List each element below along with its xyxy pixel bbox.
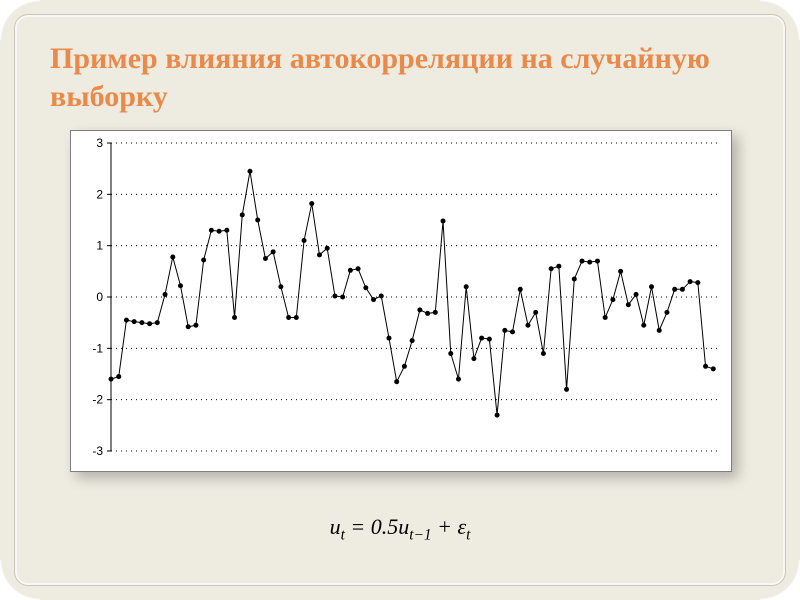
series-marker [433,310,438,315]
series-marker [379,293,384,298]
ytick-label: 0 [96,290,103,304]
series-marker [325,246,330,251]
corner-decoration [760,0,800,40]
ytick-label: 2 [96,187,103,201]
series-marker [386,336,391,341]
series-marker [672,287,677,292]
series-marker [402,364,407,369]
series-marker [363,285,368,290]
series-marker [664,310,669,315]
series-marker [456,377,461,382]
series-marker [193,323,198,328]
series-marker [541,351,546,356]
series-marker [224,228,229,233]
series-marker [232,315,237,320]
series-marker [657,328,662,333]
series-marker [711,366,716,371]
series-marker [348,268,353,273]
series-marker [510,329,515,334]
series-marker [217,229,222,234]
series-marker [286,315,291,320]
series-marker [317,252,322,257]
ytick-label: 3 [96,136,103,150]
series-marker [294,315,299,320]
series-marker [209,228,214,233]
series-marker [271,249,276,254]
slide-title: Пример влияния автокорреляции на случайн… [50,40,750,115]
chart-svg: -3 -2 -1 0 1 2 3 [71,131,731,471]
series-marker [641,323,646,328]
series-marker [410,338,415,343]
series-marker [109,377,114,382]
series-marker [464,284,469,289]
series-marker [564,387,569,392]
series-marker [502,328,507,333]
series-marker [139,320,144,325]
series-marker [695,280,700,285]
series-marker [394,379,399,384]
series-marker [595,259,600,264]
series-marker [487,337,492,342]
series-marker [479,336,484,341]
corner-decoration [760,560,800,600]
series-marker [170,254,175,259]
series-marker [649,284,654,289]
series-marker [201,258,206,263]
series-marker [610,297,615,302]
series-marker [417,307,422,312]
series-marker [178,283,183,288]
series-marker [340,295,345,300]
ytick-label: 1 [96,239,103,253]
series-marker [147,321,152,326]
series-marker [441,219,446,224]
series-marker [495,413,500,418]
series-marker [580,259,585,264]
ytick-label: -1 [92,341,103,355]
series-marker [263,256,268,261]
series-marker [688,279,693,284]
series-marker [309,201,314,206]
series-marker [186,324,191,329]
autocorrelation-chart: -3 -2 -1 0 1 2 3 [70,130,732,472]
series-marker [556,264,561,269]
series-marker [533,310,538,315]
series-marker [587,260,592,265]
slide: Пример влияния автокорреляции на случайн… [0,0,800,600]
series-marker [448,351,453,356]
series-marker [572,277,577,282]
series-marker [124,318,129,323]
series-marker [603,315,608,320]
series-marker [703,364,708,369]
corner-decoration [0,0,40,40]
series-marker [332,293,337,298]
series-marker [425,311,430,316]
series-marker [549,266,554,271]
series-marker [116,374,121,379]
series-line [111,171,713,415]
series-marker [525,323,530,328]
series-marker [680,287,685,292]
series-marker [634,292,639,297]
formula: ut = 0.5ut−1 + εt [0,514,800,544]
series-marker [155,320,160,325]
series-marker [132,319,137,324]
corner-decoration [0,560,40,600]
series-marker [255,218,260,223]
series-marker [163,292,168,297]
ytick-label: -3 [92,444,103,458]
series-marker [518,287,523,292]
series-marker [626,302,631,307]
ytick-label: -2 [92,393,103,407]
series-marker [278,284,283,289]
series-marker [356,266,361,271]
series-marker [302,238,307,243]
series-marker [618,269,623,274]
series-marker [247,169,252,174]
series-marker [371,297,376,302]
series-marker [471,356,476,361]
series-marker [240,212,245,217]
